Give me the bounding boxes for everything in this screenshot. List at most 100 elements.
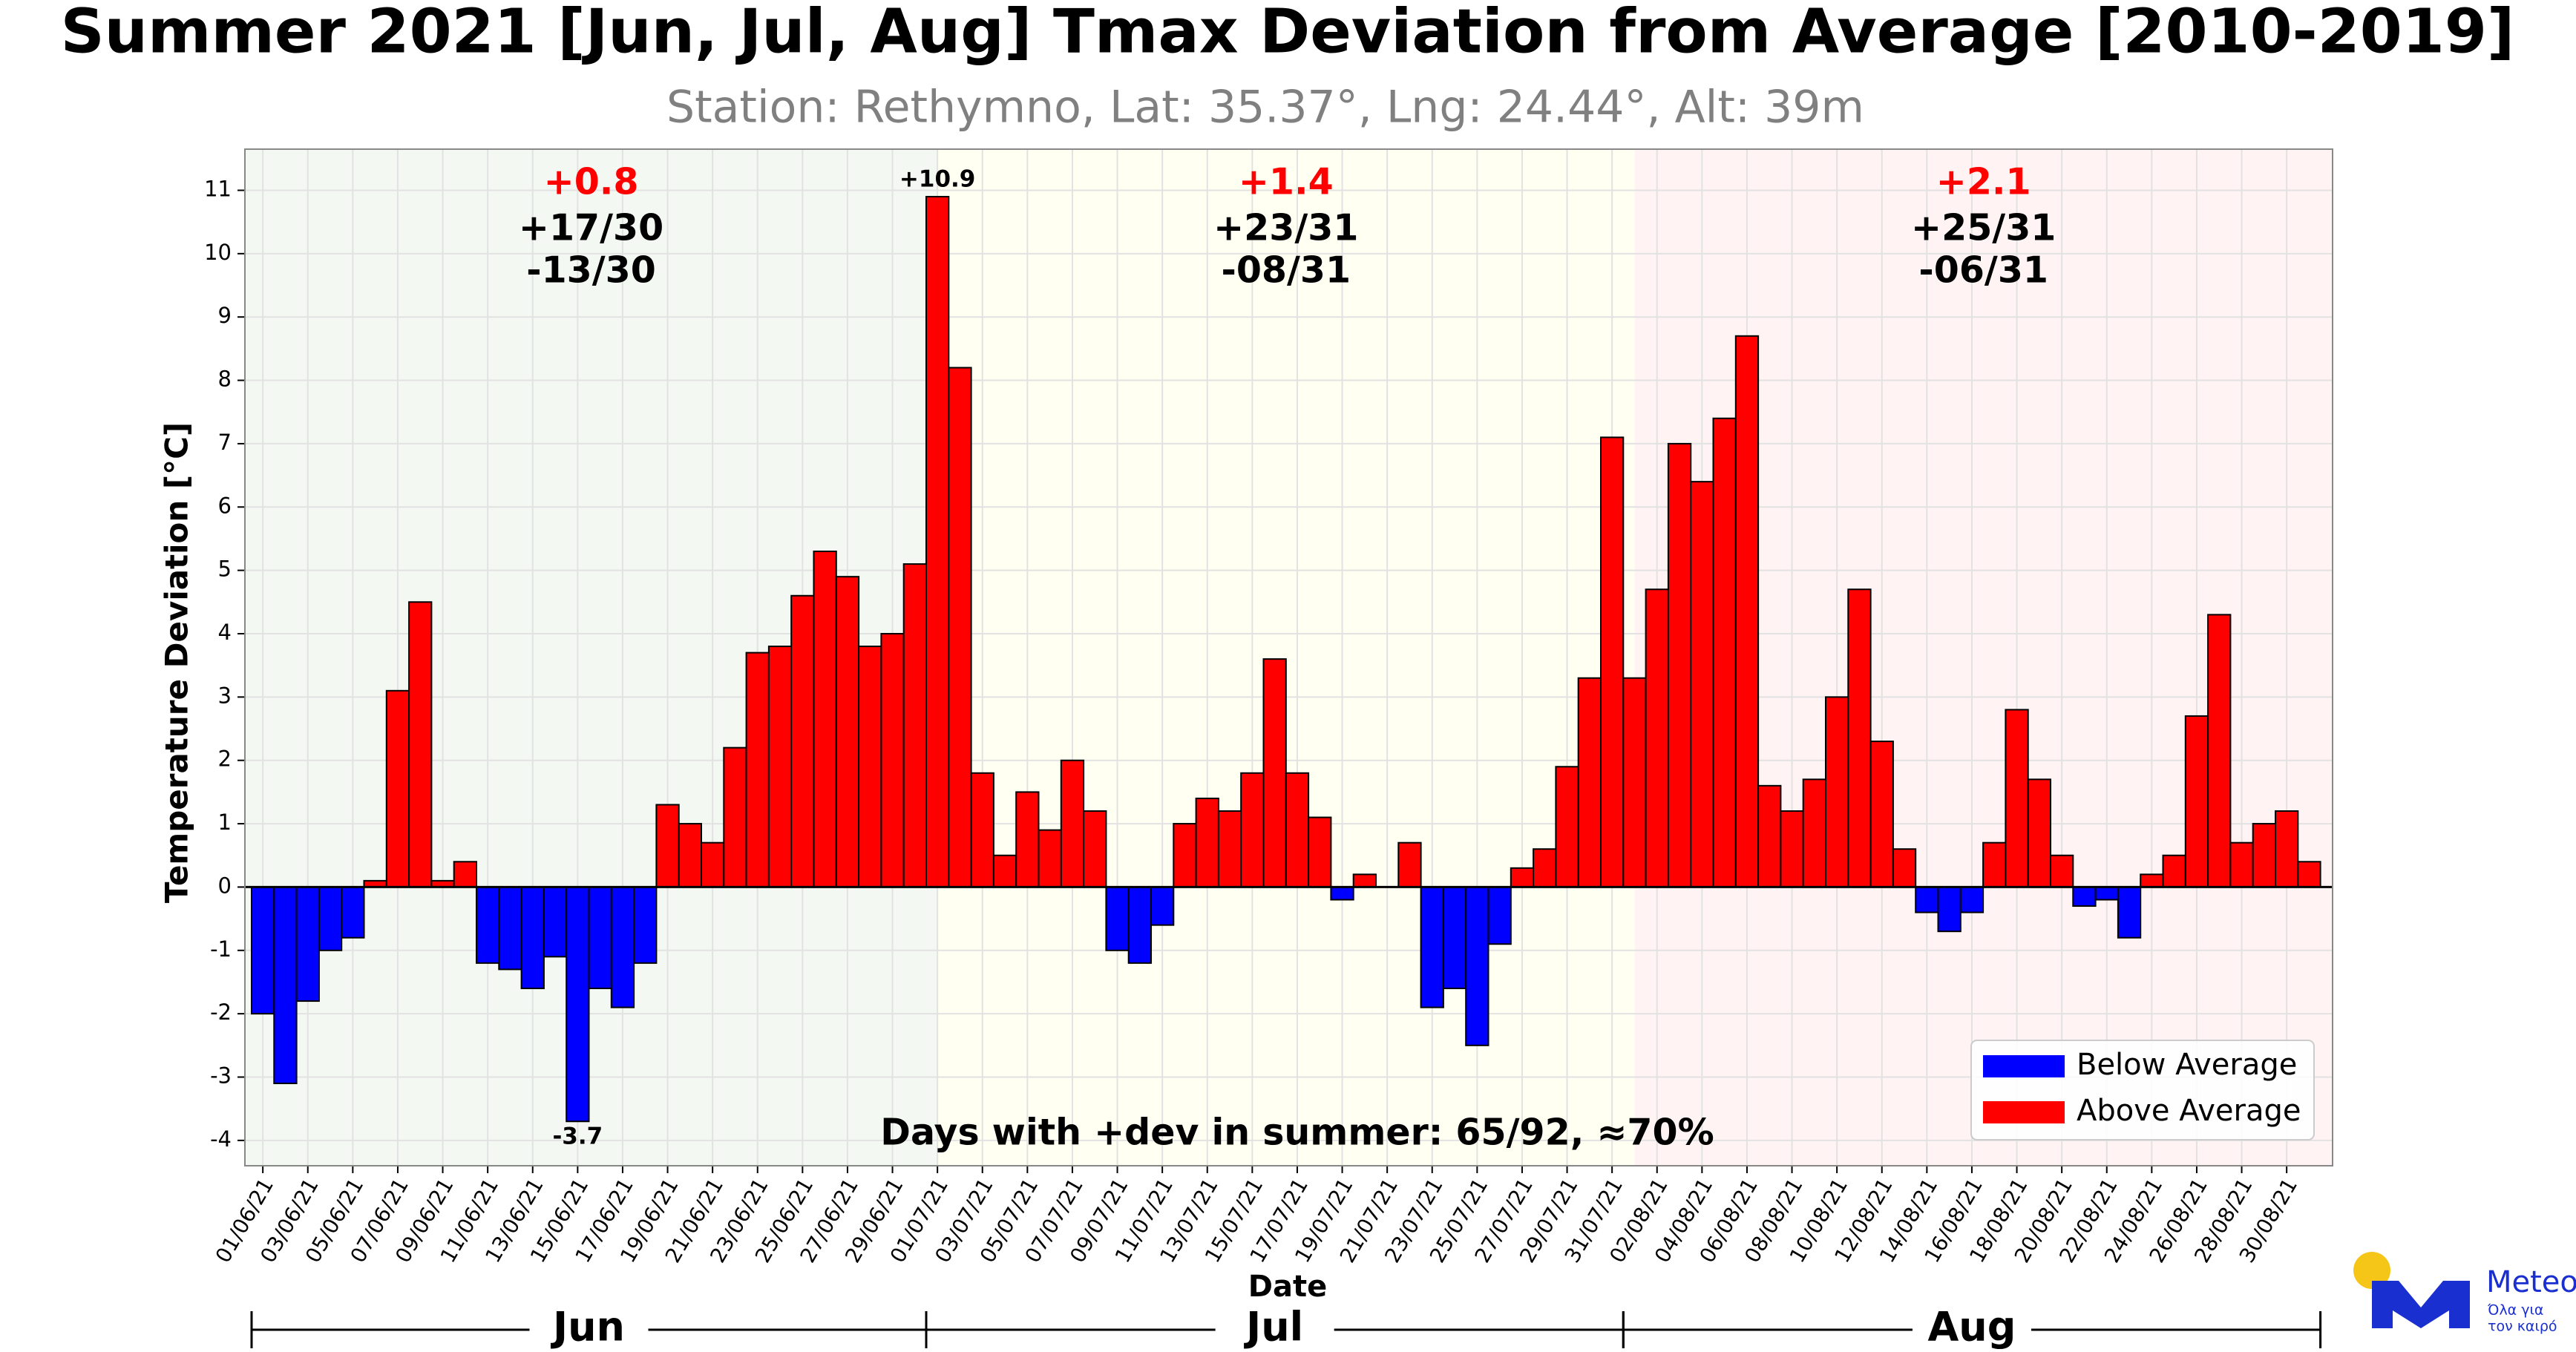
bar: [1420, 886, 1444, 1008]
logo-name: Meteo: [2486, 1265, 2576, 1299]
y-tick-label: 10: [204, 240, 232, 265]
month-label: Jul: [1243, 1304, 1303, 1351]
bar: [1600, 436, 1625, 888]
y-tick-label: 5: [218, 557, 232, 582]
bar: [1622, 677, 1647, 888]
bar: [385, 689, 410, 888]
legend-swatch: [1983, 1101, 2065, 1123]
bar: [1577, 677, 1602, 888]
y-tick-label: 7: [218, 430, 232, 455]
bar: [1667, 442, 1692, 888]
bar: [902, 563, 927, 888]
chart-title: Summer 2021 [Jun, Jul, Aug] Tmax Deviati…: [61, 0, 2515, 67]
bar: [858, 646, 882, 888]
bar: [2005, 709, 2029, 888]
bar: [1487, 886, 1512, 945]
month-label: Aug: [1928, 1304, 2016, 1351]
bar: [2229, 841, 2254, 888]
bar: [1757, 784, 1782, 888]
bar: [610, 886, 635, 1008]
bar: [2252, 823, 2276, 888]
legend-swatch: [1983, 1055, 2065, 1077]
data-label: +10.9: [899, 166, 975, 193]
bar: [1083, 810, 1107, 888]
bar: [2072, 886, 2097, 908]
bar: [2184, 715, 2209, 888]
bar: [295, 886, 320, 1002]
bar: [1982, 841, 2007, 888]
bar: [1869, 741, 1894, 888]
y-tick-label: 6: [218, 493, 232, 518]
legend-label: Below Average: [2077, 1048, 2297, 1082]
bar: [1780, 810, 1804, 888]
summary-annotation: Days with +dev in summer: 65/92, ≈70%: [880, 1112, 1714, 1154]
bar: [273, 886, 298, 1085]
y-tick-label: 4: [218, 620, 232, 645]
bar: [992, 854, 1017, 888]
bar: [251, 886, 275, 1015]
y-tick-label: 3: [218, 683, 232, 708]
bar: [341, 886, 365, 939]
bar: [2140, 873, 2164, 888]
bar: [767, 646, 793, 888]
data-label: -3.7: [552, 1123, 603, 1150]
bar: [2027, 778, 2051, 888]
bar: [1015, 791, 1040, 888]
bar: [1892, 848, 1917, 888]
bar: [1352, 873, 1377, 888]
bar: [1690, 481, 1714, 888]
month-above: +23/31: [1213, 207, 1358, 249]
bar: [498, 886, 522, 971]
bar: [1217, 810, 1242, 888]
bar: [566, 886, 590, 1123]
bar: [1937, 886, 1962, 933]
y-axis-label: Temperature Deviation [°C]: [159, 422, 195, 903]
bar: [790, 594, 815, 888]
bar: [1308, 816, 1332, 888]
logo-mark: [2372, 1281, 2470, 1328]
bar: [1712, 417, 1737, 888]
month-mean: +2.1: [1936, 161, 2031, 203]
logo: Meteo Όλα για τον καιρό: [2353, 1252, 2576, 1335]
bar: [1825, 696, 1849, 888]
y-tick-label: -4: [210, 1126, 232, 1152]
bar: [1173, 823, 1197, 888]
month-above: +25/31: [1911, 207, 2056, 249]
bar: [1262, 658, 1287, 888]
bar: [1555, 766, 1579, 888]
y-tick-label: 1: [218, 810, 232, 835]
month-below: -08/31: [1221, 249, 1351, 292]
bar: [476, 886, 500, 964]
bar: [2094, 886, 2119, 901]
month-mean: +1.4: [1239, 161, 1334, 203]
y-tick-label: 9: [218, 303, 232, 328]
bar: [2117, 886, 2142, 939]
chart-subtitle: Station: Rethymno, Lat: 35.37°, Lng: 24.…: [666, 82, 1864, 134]
bar: [1510, 867, 1535, 888]
bar: [2275, 810, 2299, 888]
bar: [1150, 886, 1175, 926]
legend-label: Above Average: [2077, 1094, 2301, 1128]
bar: [970, 772, 994, 888]
y-tick-label: -1: [210, 936, 232, 962]
bar: [543, 886, 568, 958]
bar: [2050, 854, 2074, 888]
logo-tagline: Όλα για: [2487, 1302, 2543, 1319]
bar: [1533, 848, 1557, 888]
bar: [835, 576, 860, 888]
bar: [1465, 886, 1489, 1046]
bar: [1127, 886, 1152, 964]
y-tick-label: 2: [218, 746, 232, 772]
bar: [588, 886, 612, 989]
bar: [1915, 886, 1939, 913]
bar: [318, 886, 343, 951]
bar: [1397, 841, 1422, 888]
bar: [408, 601, 433, 888]
month-mean: +0.8: [544, 161, 639, 203]
bar: [813, 551, 837, 888]
logo-sun: [2353, 1252, 2390, 1289]
month-below: -13/30: [526, 249, 656, 292]
y-tick-label: -2: [210, 1000, 232, 1025]
